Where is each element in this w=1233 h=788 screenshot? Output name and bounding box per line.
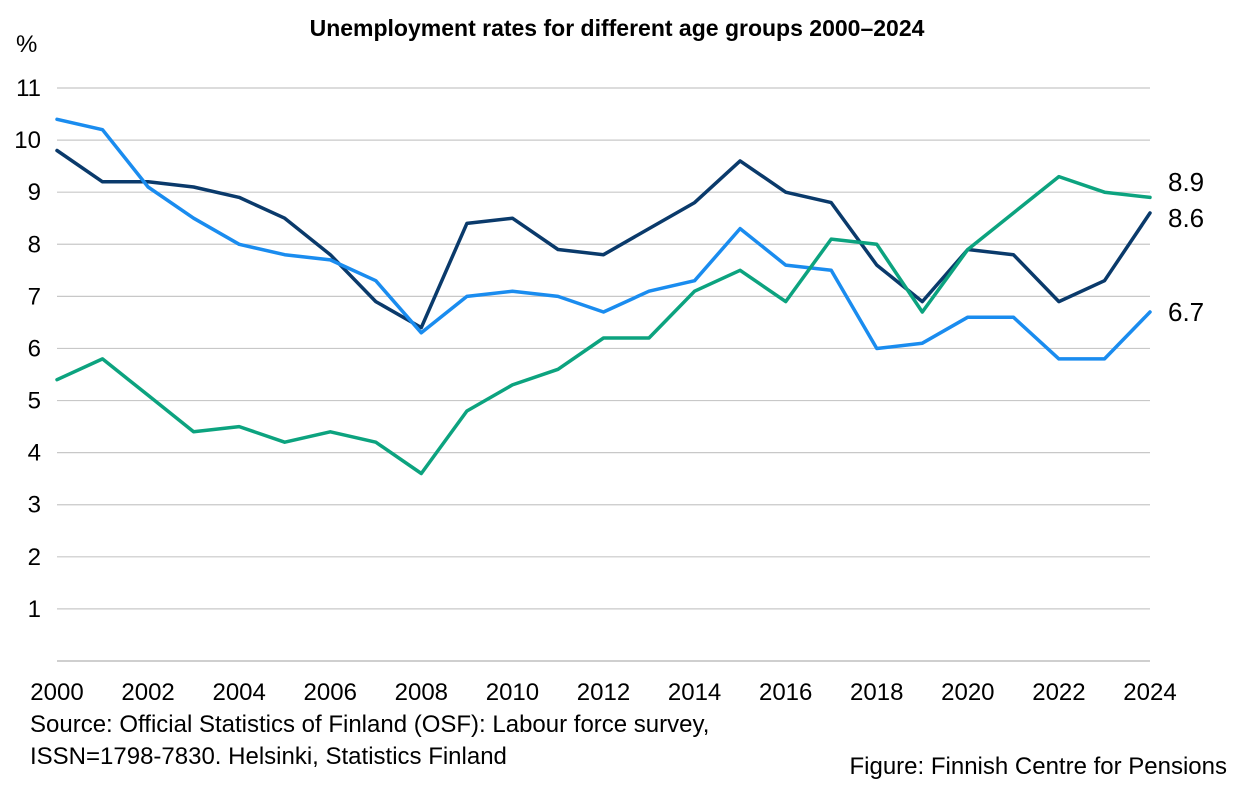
series-line-2: [55, 117, 1152, 361]
y-tick-11: 11: [16, 75, 41, 102]
x-tick-2012: 2012: [577, 679, 630, 706]
x-tick-2018: 2018: [850, 679, 903, 706]
x-tick-2010: 2010: [486, 679, 539, 706]
series-line-1: [55, 148, 1152, 330]
figure-credit: Figure: Finnish Centre for Pensions: [849, 753, 1227, 780]
y-axis-ticks: 1 2 3 4 5 6 7 8 9 10 11: [14, 75, 41, 623]
y-tick-6: 6: [28, 335, 41, 362]
x-tick-2024: 2024: [1123, 679, 1176, 706]
gridlines: [57, 87, 1150, 610]
x-tick-2006: 2006: [304, 679, 357, 706]
x-tick-2000: 2000: [30, 679, 83, 706]
series-lines: [55, 117, 1152, 476]
x-tick-2022: 2022: [1032, 679, 1085, 706]
chart-title: Unemployment rates for different age gro…: [310, 15, 925, 41]
end-labels: 8.9 8.6 6.7: [1168, 167, 1204, 327]
y-tick-3: 3: [28, 492, 41, 519]
y-tick-7: 7: [28, 283, 41, 310]
y-tick-2: 2: [28, 544, 41, 571]
y-axis-unit: %: [16, 31, 37, 58]
y-tick-10: 10: [14, 127, 41, 154]
y-tick-1: 1: [28, 596, 41, 623]
y-tick-5: 5: [28, 388, 41, 415]
series-line-3: [55, 174, 1152, 476]
x-tick-2008: 2008: [395, 679, 448, 706]
x-tick-2004: 2004: [212, 679, 265, 706]
end-label-6-7: 6.7: [1168, 297, 1204, 327]
end-label-8-6: 8.6: [1168, 203, 1204, 233]
x-tick-2016: 2016: [759, 679, 812, 706]
x-tick-2014: 2014: [668, 679, 721, 706]
y-tick-8: 8: [28, 231, 41, 258]
line-chart: Unemployment rates for different age gro…: [14, 15, 1204, 706]
x-tick-2020: 2020: [941, 679, 994, 706]
end-label-8-9: 8.9: [1168, 167, 1204, 197]
y-tick-9: 9: [28, 179, 41, 206]
source-note-line-1: Source: Official Statistics of Finland (…: [30, 711, 710, 738]
y-tick-4: 4: [28, 440, 41, 467]
x-axis-ticks: 2000 2002 2004 2006 2008 2010 2012 2014 2016 2018…: [30, 679, 1176, 706]
source-note-line-2: ISSN=1798-7830. Helsinki, Statistics Fin…: [30, 743, 507, 770]
x-tick-2002: 2002: [121, 679, 174, 706]
